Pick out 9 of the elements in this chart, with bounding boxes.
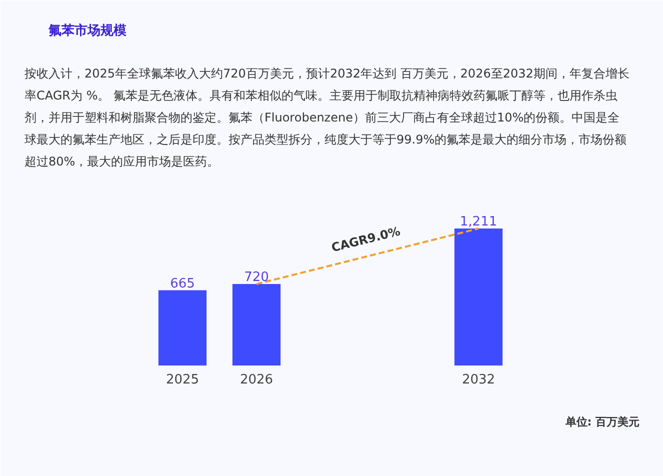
x-tick-label: 2032 (462, 372, 496, 388)
data-label: 1,211 (460, 214, 498, 230)
chart-title: 氟苯市场规模 (48, 22, 126, 38)
data-label: 665 (170, 276, 195, 292)
data-label: 720 (244, 270, 269, 286)
chart-subtitle: 按收入计，2025年全球氟苯收入大约720百万美元，预计2032年达到 百万美元，2026至2032期间，年复合增长率CAGR为 %。 氟苯是无色液体。具有和苯相似的气味。主要用于制取抗精神病特效药氟哌丁醇等，也用作杀虫剂，并用于塑料和树脂聚合物的鉴定。氟苯（Fluorobenzene）前三大厂商占有全球超过10%的份额。中国是全球最大的氟苯生产地区，之后是印度。按产品类型拆分，纯度大于等于99.9%的氟苯是最大的细分市场，市场份额超过80%，最大的应用市场是医药。 (24, 66, 630, 168)
text: 单位: 百万美元 (564, 416, 640, 428)
x-tick-label: 2025 (166, 372, 200, 388)
x-tick-label: 2026 (240, 372, 274, 388)
